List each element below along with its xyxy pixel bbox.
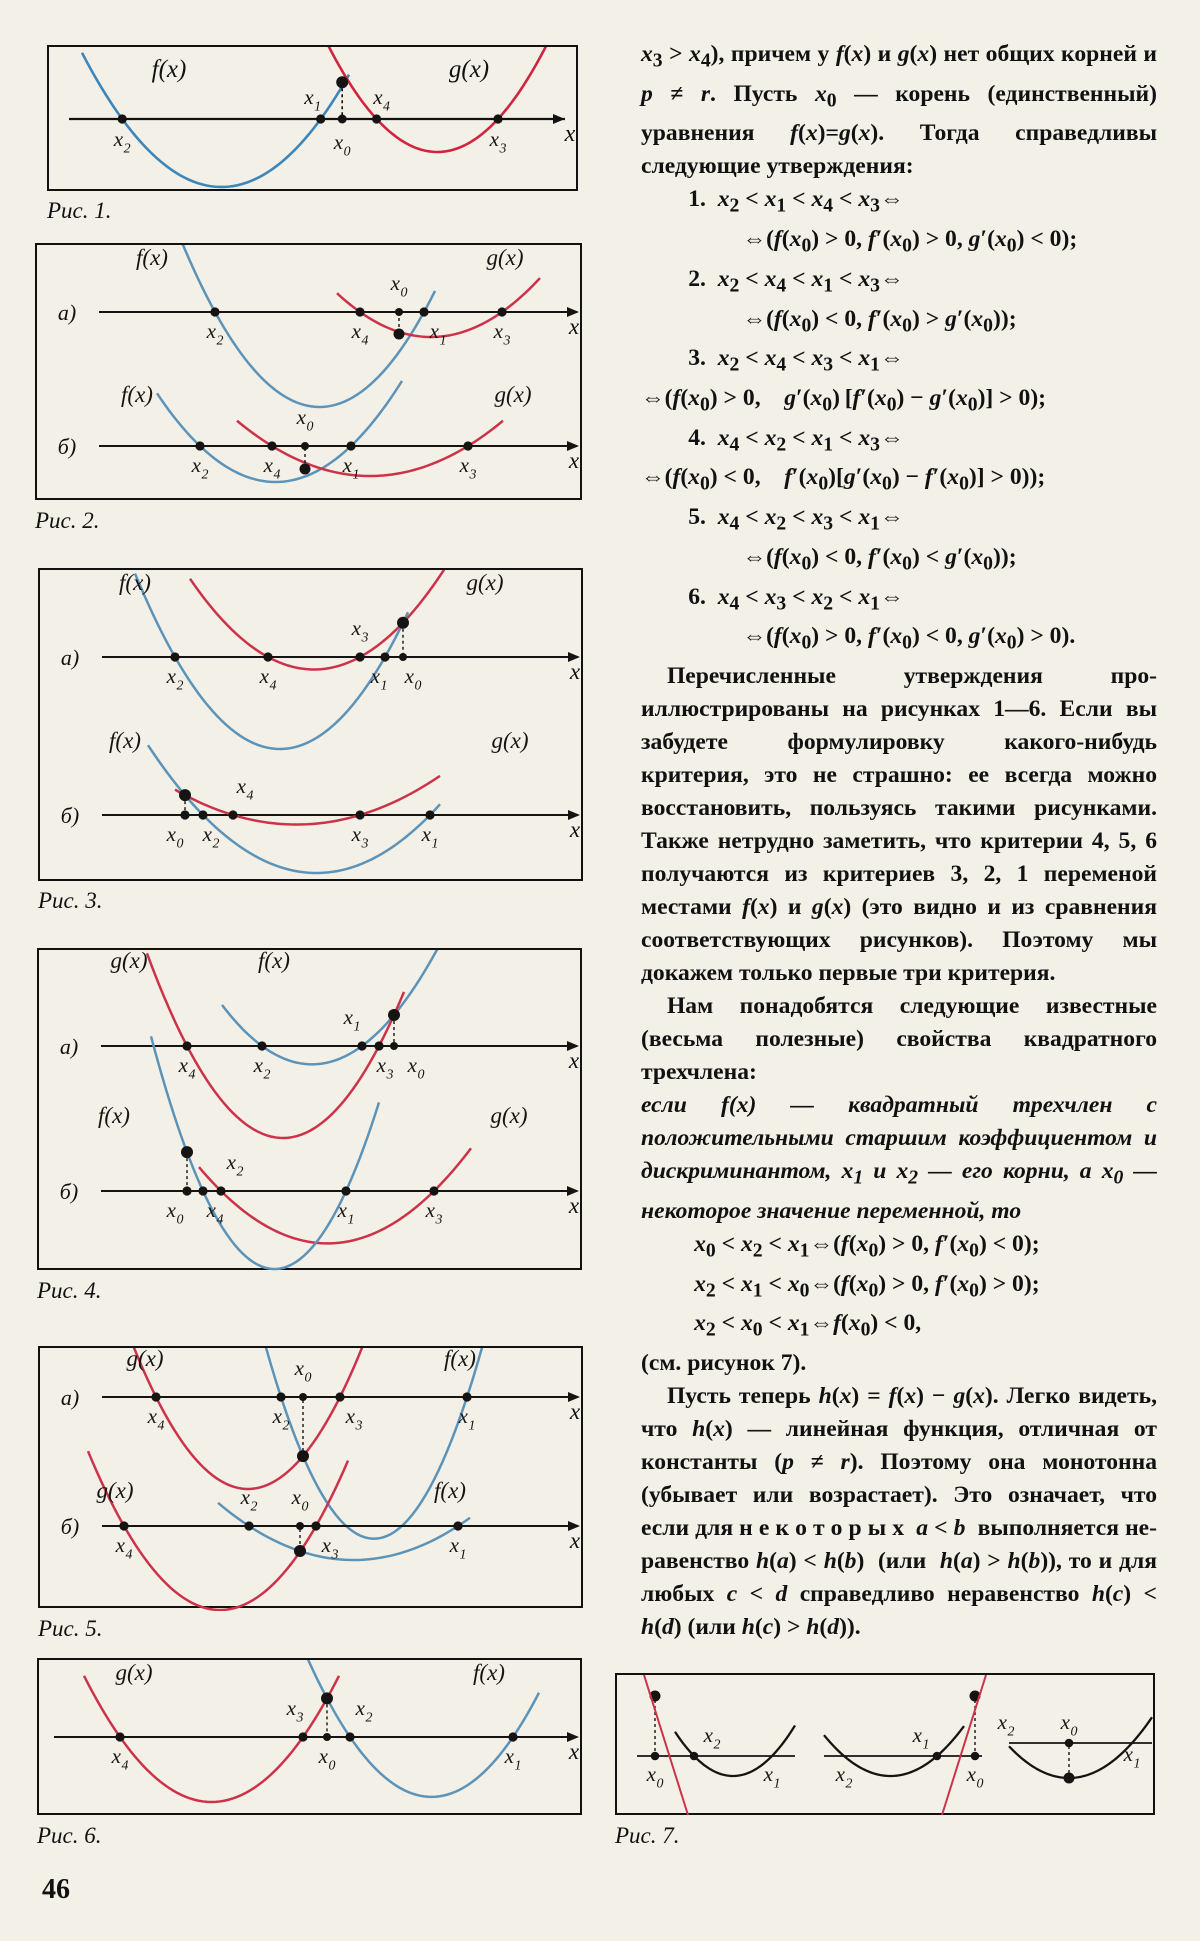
svg-text:x1: x1 <box>337 1198 355 1227</box>
svg-text:x2: x2 <box>997 1710 1015 1739</box>
svg-text:g(x): g(x) <box>466 570 503 595</box>
svg-text:f(x): f(x) <box>121 382 153 407</box>
svg-text:x3: x3 <box>351 616 369 645</box>
svg-text:x2: x2 <box>191 453 209 482</box>
svg-text:f(x): f(x) <box>473 1660 505 1685</box>
svg-text:x4: x4 <box>259 664 277 693</box>
svg-text:б): б) <box>61 803 79 828</box>
svg-text:x1: x1 <box>504 1744 522 1773</box>
svg-text:x1: x1 <box>458 1404 476 1433</box>
svg-text:g(x): g(x) <box>126 1348 163 1371</box>
svg-text:x2: x2 <box>226 1150 244 1179</box>
svg-text:x1: x1 <box>763 1762 781 1791</box>
svg-text:а): а) <box>61 645 79 670</box>
svg-text:x2: x2 <box>355 1696 373 1725</box>
svg-text:б): б) <box>58 434 76 459</box>
svg-text:f(x): f(x) <box>119 570 151 595</box>
svg-text:x1: x1 <box>1123 1742 1141 1771</box>
svg-text:x2: x2 <box>113 127 131 156</box>
svg-text:x1: x1 <box>449 1533 467 1562</box>
svg-text:x: x <box>564 121 576 147</box>
svg-text:x2: x2 <box>703 1723 721 1752</box>
svg-text:x0: x0 <box>318 1744 336 1773</box>
svg-text:x1: x1 <box>421 822 439 851</box>
svg-text:x3: x3 <box>459 453 477 482</box>
svg-text:f(x): f(x) <box>98 1103 130 1128</box>
svg-text:x3: x3 <box>425 1198 443 1227</box>
svg-text:x: x <box>569 817 581 842</box>
svg-text:f(x): f(x) <box>109 728 141 753</box>
svg-text:x4: x4 <box>372 85 390 114</box>
svg-text:а): а) <box>60 1034 78 1059</box>
svg-text:x: x <box>568 1739 580 1764</box>
svg-text:g(x): g(x) <box>486 245 523 270</box>
svg-text:x1: x1 <box>912 1723 930 1752</box>
svg-text:x2: x2 <box>253 1053 271 1082</box>
svg-text:x0: x0 <box>1060 1710 1078 1739</box>
svg-text:x0: x0 <box>333 130 351 159</box>
svg-text:x2: x2 <box>835 1762 853 1791</box>
svg-text:а): а) <box>61 1385 79 1410</box>
svg-text:f(x): f(x) <box>152 56 187 83</box>
svg-text:x4: x4 <box>236 774 254 803</box>
svg-text:x0: x0 <box>404 664 422 693</box>
svg-text:x: x <box>569 1399 581 1424</box>
svg-text:f(x): f(x) <box>434 1478 466 1503</box>
svg-text:x3: x3 <box>489 127 507 156</box>
svg-text:б): б) <box>60 1179 78 1204</box>
svg-text:x0: x0 <box>407 1053 425 1082</box>
svg-text:f(x): f(x) <box>258 950 290 973</box>
svg-text:x0: x0 <box>296 405 314 434</box>
svg-text:x0: x0 <box>966 1762 984 1791</box>
svg-text:g(x): g(x) <box>491 728 528 753</box>
svg-text:x4: x4 <box>111 1744 129 1773</box>
svg-text:x3: x3 <box>286 1696 304 1725</box>
svg-text:x3: x3 <box>376 1053 394 1082</box>
svg-text:g(x): g(x) <box>449 56 489 83</box>
svg-text:x: x <box>569 659 581 684</box>
svg-text:x2: x2 <box>202 822 220 851</box>
svg-text:g(x): g(x) <box>490 1103 527 1128</box>
svg-text:x0: x0 <box>166 822 184 851</box>
svg-text:x0: x0 <box>166 1198 184 1227</box>
svg-text:а): а) <box>58 300 76 325</box>
svg-text:x1: x1 <box>342 453 360 482</box>
svg-text:x3: x3 <box>345 1404 363 1433</box>
svg-text:g(x): g(x) <box>494 382 531 407</box>
svg-text:x0: x0 <box>291 1485 309 1514</box>
svg-text:f(x): f(x) <box>444 1348 476 1371</box>
svg-text:x0: x0 <box>390 271 408 300</box>
svg-text:x2: x2 <box>272 1404 290 1433</box>
svg-text:x: x <box>568 1048 580 1073</box>
svg-text:x0: x0 <box>646 1762 664 1791</box>
svg-text:x0: x0 <box>294 1356 312 1385</box>
svg-text:x: x <box>568 448 580 473</box>
svg-text:x1: x1 <box>343 1005 361 1034</box>
svg-text:x: x <box>568 314 580 339</box>
svg-text:x4: x4 <box>206 1198 224 1227</box>
svg-text:x1: x1 <box>429 319 447 348</box>
svg-text:x1: x1 <box>370 664 388 693</box>
svg-text:x1: x1 <box>303 85 321 114</box>
svg-text:f(x): f(x) <box>136 245 168 270</box>
svg-text:x4: x4 <box>263 453 281 482</box>
svg-text:g(x): g(x) <box>115 1660 152 1685</box>
svg-text:x3: x3 <box>493 319 511 348</box>
svg-text:б): б) <box>61 1514 79 1539</box>
svg-text:x4: x4 <box>351 319 369 348</box>
svg-text:x3: x3 <box>351 822 369 851</box>
svg-text:g(x): g(x) <box>96 1478 133 1503</box>
svg-text:x: x <box>569 1528 581 1553</box>
svg-text:g(x): g(x) <box>110 950 147 973</box>
svg-text:x: x <box>568 1193 580 1218</box>
